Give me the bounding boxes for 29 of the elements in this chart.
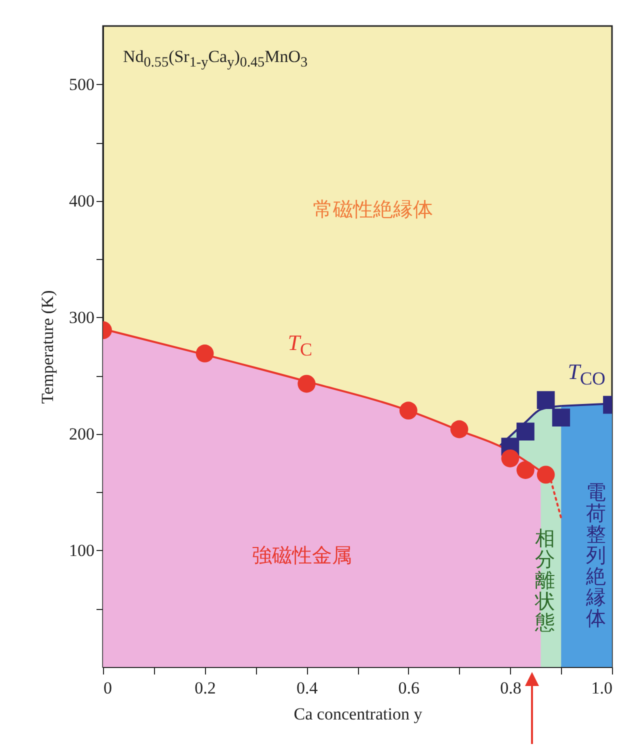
x-tick-label: 1.0 [591,678,612,698]
point [536,391,555,410]
x-tick-label: 0.6 [398,678,420,698]
y-axis-title: Temperature (K) [38,290,57,404]
annotation: 常磁性絶縁体 [313,199,433,221]
y-tick-label: 500 [69,74,94,94]
x-tick-label: 0.2 [194,678,216,698]
annotation: 強磁性金属 [252,545,352,567]
annotation: 相分離状態 [535,526,555,634]
y-tick-label: 200 [69,424,94,444]
annotation: T$_{C}$ [288,330,312,360]
point [450,420,468,438]
point [501,449,520,468]
y-tick-label: 300 [69,308,94,327]
x-tick-label: 0 [104,678,112,698]
point [552,408,570,427]
annotation: T$_{CO}$ [568,359,606,389]
y-tick-label: 400 [69,191,94,210]
point [298,374,316,393]
x-tick-label: 0.4 [296,678,318,698]
point [536,466,555,484]
y-tick-label: 100 [69,540,94,560]
point [399,402,418,420]
x-tick-label: 0.8 [500,678,522,698]
x-axis-title: Ca concentration y [294,704,423,724]
point [516,461,534,479]
text: Nd$_{0.55}$(Sr$_{1-y}$Ca$_{y}$)$_{0.45}$MnO$_{3}$ [123,47,308,70]
annotation: 電荷整列絶縁体 [586,480,606,630]
point [196,344,214,362]
